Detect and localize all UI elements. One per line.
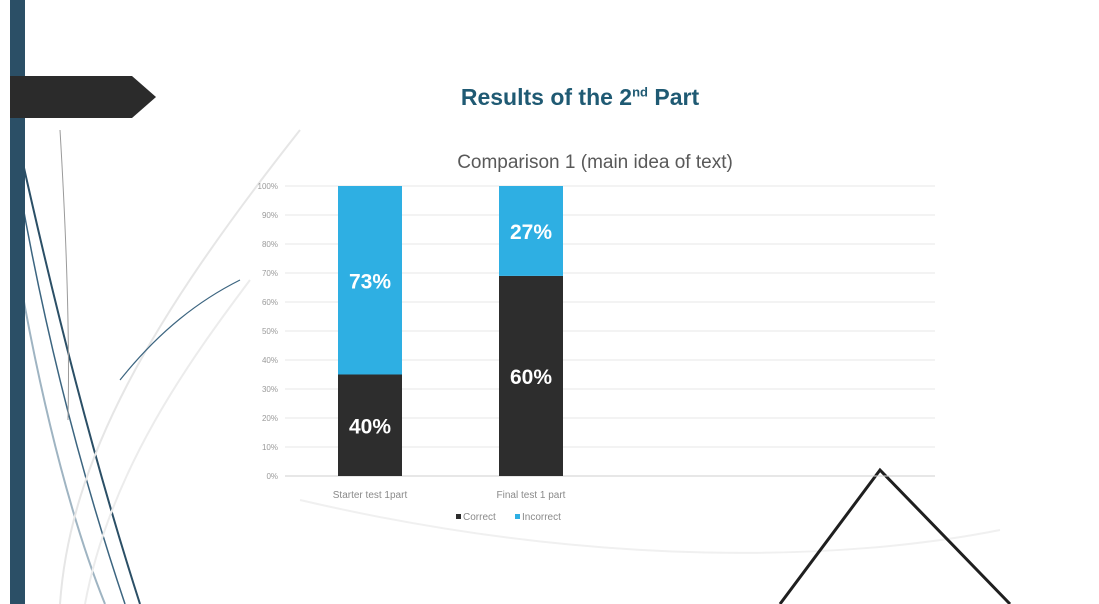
y-tick-label: 40% <box>262 356 278 365</box>
y-tick-label: 90% <box>262 211 278 220</box>
legend-entry: Incorrect <box>522 512 561 523</box>
slide-title: Results of the 2nd Part <box>380 84 780 111</box>
slide-title-sup: nd <box>632 84 648 100</box>
data-label: 27% <box>510 221 552 244</box>
slide-title-suffix: Part <box>648 84 700 110</box>
bar-correct-1 <box>499 275 563 476</box>
y-tick-label: 80% <box>262 240 278 249</box>
slide-title-prefix: Results of the 2 <box>460 84 633 110</box>
y-tick-label: 100% <box>258 182 278 191</box>
bar-incorrect-1 <box>499 186 563 276</box>
legend-swatch <box>515 514 520 519</box>
chart-title: Comparison 1 (main idea of text) <box>457 152 733 173</box>
y-tick-label: 60% <box>262 298 278 307</box>
bar-incorrect-0 <box>338 186 402 375</box>
y-tick-label: 70% <box>262 269 278 278</box>
y-tick-label: 30% <box>262 385 278 394</box>
y-tick-label: 20% <box>262 414 278 423</box>
x-category-label: Starter test 1part <box>333 490 408 501</box>
data-label: 73% <box>349 270 391 293</box>
accent-bar <box>10 0 25 604</box>
legend-entry: Correct <box>463 512 496 523</box>
data-label: 60% <box>510 366 552 389</box>
bar-correct-0 <box>338 374 402 476</box>
legend-swatch <box>456 514 461 519</box>
y-tick-label: 10% <box>262 443 278 452</box>
y-tick-label: 50% <box>262 327 278 336</box>
y-tick-label: 0% <box>266 472 278 481</box>
arrow-tab <box>10 76 156 118</box>
x-category-label: Final test 1 part <box>497 490 566 501</box>
data-label: 40% <box>349 415 391 438</box>
